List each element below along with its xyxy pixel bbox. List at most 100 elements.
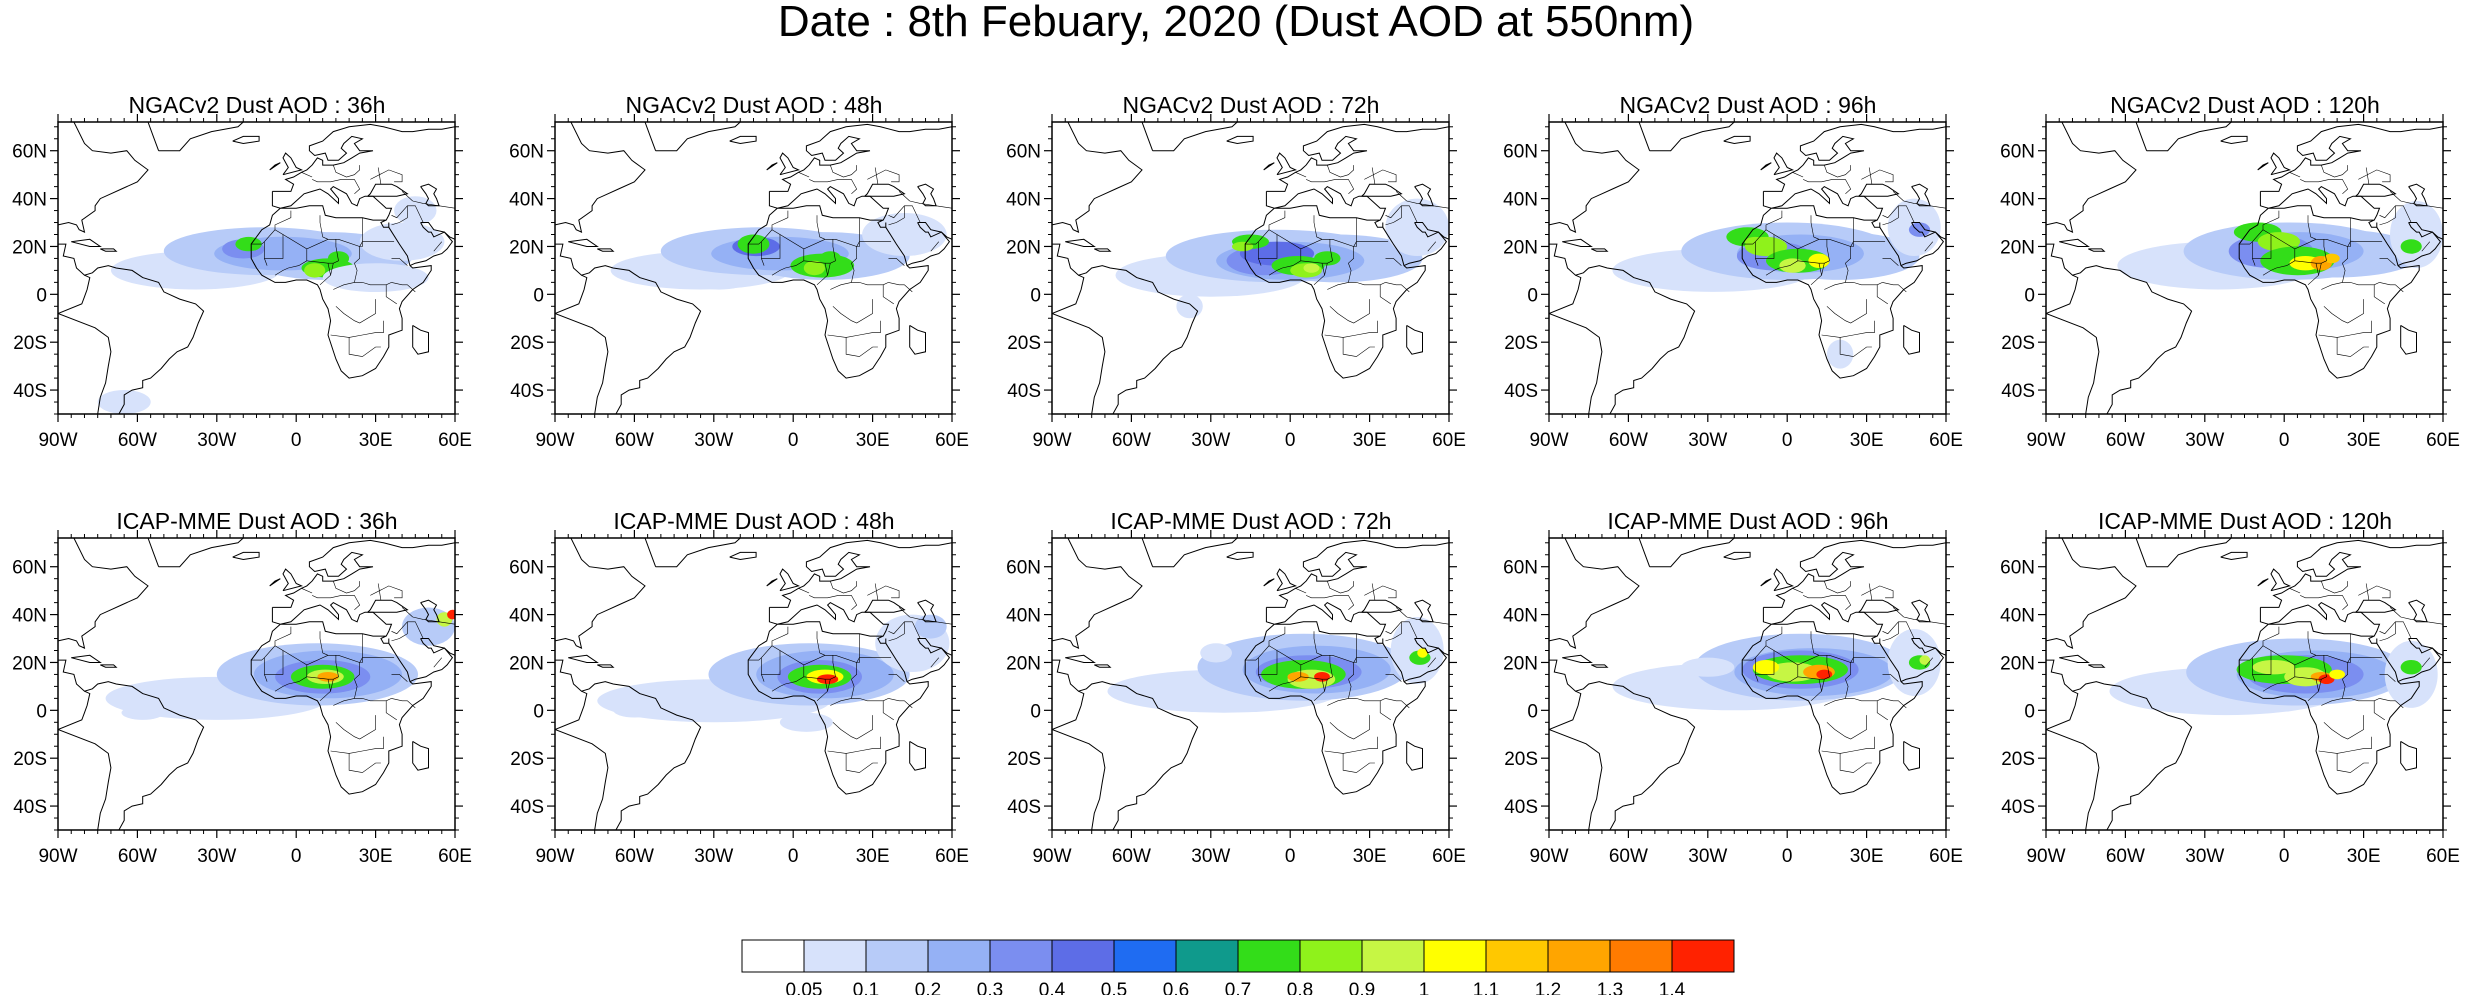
lon-label: 30E xyxy=(359,430,393,451)
lon-label: 60W xyxy=(118,846,157,867)
lon-label: 90W xyxy=(1032,846,1071,867)
aod-region xyxy=(1779,258,1806,273)
lon-label: 60W xyxy=(1609,846,1648,867)
map-plot: 90W 60W 30W 0 30E 60E 60N 40N 20N 0 20S 40S xyxy=(12,114,472,451)
lat-label: 60N xyxy=(1503,558,1538,579)
colorbar-box xyxy=(1237,939,1301,973)
map-panel-9: ICAP-MME Dust AOD : 96h 90W 60W 30W 0 30E 60E 6… xyxy=(1491,508,1963,918)
coastlines xyxy=(2046,538,2443,830)
colorbar-label: 0.7 xyxy=(1225,980,1251,995)
colorbar-box xyxy=(1671,939,1735,973)
colorbar-box xyxy=(1175,939,1239,973)
colorbar-label: 0.3 xyxy=(977,980,1003,995)
lat-label: 20N xyxy=(12,237,47,258)
colorbar-box xyxy=(927,939,991,973)
aod-region xyxy=(235,236,262,252)
map-plot: 90W 60W 30W 0 30E 60E 60N 40N 20N 0 20S 40S xyxy=(2000,114,2460,451)
colorbar-box xyxy=(1423,939,1487,973)
lon-label: 0 xyxy=(1782,430,1793,451)
lon-label: 60W xyxy=(1609,430,1648,451)
coastlines xyxy=(1052,122,1449,414)
lat-label: 0 xyxy=(2024,285,2035,306)
lon-label: 0 xyxy=(2279,430,2290,451)
map-panel-4: NGACv2 Dust AOD : 96h 90W 60W 30W 0 30E 60E 60N… xyxy=(1491,92,1963,502)
lon-label: 90W xyxy=(1529,846,1568,867)
lon-label: 60E xyxy=(935,846,969,867)
map-panel-1: NGACv2 Dust AOD : 36h 90W 60W 30W 0 30E 60E 60N… xyxy=(0,92,472,502)
aod-region xyxy=(1752,660,1780,675)
aod-region xyxy=(1200,643,1232,663)
aod-region xyxy=(2400,239,2422,254)
lon-label: 30W xyxy=(2185,846,2224,867)
lat-label: 0 xyxy=(2024,701,2035,722)
lat-label: 60N xyxy=(12,558,47,579)
map-plot: 90W 60W 30W 0 30E 60E 60N 40N 20N 0 20S 40S xyxy=(509,530,969,867)
aod-region xyxy=(914,614,947,639)
aod-region xyxy=(2257,232,2301,252)
lon-label: 60E xyxy=(1929,846,1963,867)
aod-region xyxy=(1681,657,1735,677)
colorbar-box xyxy=(1547,939,1611,973)
lat-label: 20N xyxy=(1503,237,1538,258)
map-panel-8: ICAP-MME Dust AOD : 72h 90W 60W 30W 0 30E 60E 6… xyxy=(994,508,1466,918)
panel-title: NGACv2 Dust AOD : 120h xyxy=(2110,92,2380,118)
map-plot: 90W 60W 30W 0 30E 60E 60N 40N 20N 0 20S 40S xyxy=(12,530,472,867)
lon-label: 90W xyxy=(38,846,77,867)
lat-label: 40N xyxy=(1006,606,1041,627)
dust-field xyxy=(105,607,455,720)
lon-label: 0 xyxy=(2279,846,2290,867)
lon-label: 30E xyxy=(1850,430,1884,451)
lon-label: 90W xyxy=(2026,846,2065,867)
lon-label: 60W xyxy=(615,430,654,451)
lat-label: 20S xyxy=(1504,749,1538,770)
country-borders xyxy=(748,580,952,773)
colorbar-label: 0.8 xyxy=(1287,980,1313,995)
country-borders xyxy=(1742,164,1946,357)
lat-label: 40N xyxy=(509,190,544,211)
colorbar-box xyxy=(1299,939,1363,973)
aod-region xyxy=(2384,640,2438,708)
lat-label: 0 xyxy=(1527,285,1538,306)
lat-label: 0 xyxy=(533,285,544,306)
lat-label: 40N xyxy=(12,190,47,211)
aod-region xyxy=(327,251,350,266)
map-panel-10: ICAP-MME Dust AOD : 120h 90W 60W 30W 0 30E 60E… xyxy=(1988,508,2460,918)
map-plot: 90W 60W 30W 0 30E 60E 60N 40N 20N 0 20S 40S xyxy=(1503,530,1963,867)
lat-label: 40S xyxy=(13,797,47,818)
lat-label: 40N xyxy=(12,606,47,627)
panel-title: NGACv2 Dust AOD : 48h xyxy=(625,92,883,118)
lat-label: 20N xyxy=(2000,653,2035,674)
lon-label: 30W xyxy=(197,846,236,867)
country-borders xyxy=(2239,164,2443,357)
lat-label: 40S xyxy=(1504,381,1538,402)
lat-label: 0 xyxy=(1030,701,1041,722)
lat-label: 40N xyxy=(2000,190,2035,211)
lat-label: 40S xyxy=(510,797,544,818)
panel-title: ICAP-MME Dust AOD : 72h xyxy=(1110,508,1392,534)
lon-label: 60E xyxy=(2426,846,2460,867)
colorbar-label: 0.05 xyxy=(786,980,823,995)
colorbar-label: 1.4 xyxy=(1659,980,1686,995)
aod-region xyxy=(2400,660,2422,675)
aod-region xyxy=(803,260,825,276)
lat-label: 0 xyxy=(1527,701,1538,722)
lon-label: 0 xyxy=(788,430,799,451)
lat-label: 0 xyxy=(1030,285,1041,306)
lon-label: 30W xyxy=(1688,430,1727,451)
lat-label: 20S xyxy=(510,749,544,770)
aod-region xyxy=(394,196,437,225)
lat-label: 60N xyxy=(509,558,544,579)
lon-label: 60E xyxy=(2426,430,2460,451)
lon-label: 30E xyxy=(1353,846,1387,867)
aod-region xyxy=(1816,669,1833,680)
lat-label: 20S xyxy=(13,333,47,354)
aod-region xyxy=(1314,251,1341,266)
main-title: Date : 8th Febuary, 2020 (Dust AOD at 55… xyxy=(777,0,1695,46)
lon-label: 0 xyxy=(1782,846,1793,867)
lat-label: 60N xyxy=(1006,142,1041,163)
lon-label: 90W xyxy=(535,430,574,451)
aod-region xyxy=(1908,222,1931,237)
map-panel-2: NGACv2 Dust AOD : 48h 90W 60W 30W 0 30E 60E 60N… xyxy=(497,92,969,502)
country-borders xyxy=(748,164,952,357)
colorbar-box xyxy=(1609,939,1673,973)
